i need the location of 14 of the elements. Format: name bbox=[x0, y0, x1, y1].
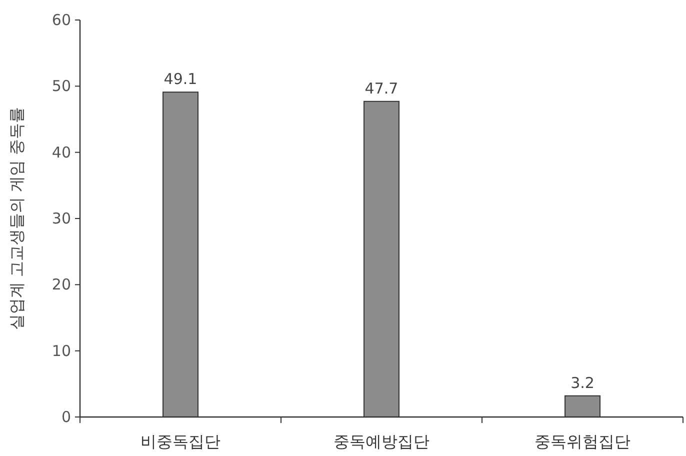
y-tick-label: 40 bbox=[52, 143, 71, 162]
data-label: 3.2 bbox=[570, 374, 594, 392]
y-tick-label: 50 bbox=[52, 77, 71, 96]
x-tick-label: 중독위험집단 bbox=[534, 432, 630, 451]
x-tick-label: 비중독집단 bbox=[140, 432, 220, 451]
y-tick-label: 0 bbox=[61, 408, 71, 426]
y-tick-label: 10 bbox=[52, 342, 71, 360]
y-tick-label: 30 bbox=[52, 210, 71, 228]
y-axis-title: 실업계 고교생들의 게임 중독률 bbox=[7, 106, 26, 330]
data-label: 49.1 bbox=[164, 70, 198, 88]
x-tick-label: 중독예방집단 bbox=[334, 432, 430, 451]
y-tick-label: 60 bbox=[52, 11, 71, 29]
data-label: 47.7 bbox=[364, 79, 398, 98]
y-tick-label: 20 bbox=[52, 276, 71, 294]
